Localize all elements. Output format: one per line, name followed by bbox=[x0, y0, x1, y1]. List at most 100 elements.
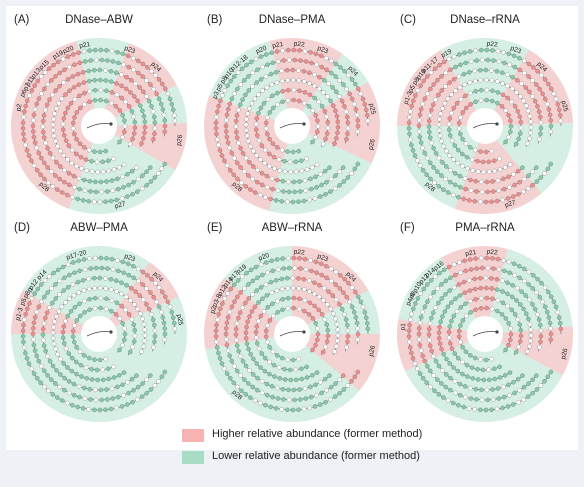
tree-node bbox=[484, 295, 490, 301]
tree-node bbox=[530, 182, 535, 188]
tree-node bbox=[478, 357, 483, 362]
tree-node bbox=[276, 365, 282, 370]
tree-node bbox=[274, 277, 279, 283]
tree-node bbox=[448, 387, 453, 393]
tree-node bbox=[53, 88, 59, 93]
tree-node bbox=[297, 256, 302, 261]
tree-node bbox=[256, 300, 261, 305]
tree-node bbox=[126, 312, 132, 317]
tree-node bbox=[54, 314, 59, 319]
tree-node bbox=[130, 344, 135, 350]
tree-node bbox=[172, 326, 178, 332]
tree-node bbox=[422, 304, 428, 310]
tree-node bbox=[491, 266, 496, 271]
tree-node bbox=[468, 177, 473, 183]
tree-node bbox=[483, 67, 489, 73]
tree-node bbox=[223, 129, 229, 134]
tree-node bbox=[500, 197, 505, 203]
tree-node bbox=[145, 273, 150, 278]
tree-node bbox=[260, 64, 265, 70]
tree-node bbox=[489, 98, 495, 104]
tree-node bbox=[50, 363, 56, 369]
tree-node bbox=[473, 256, 478, 261]
tree-node bbox=[418, 107, 424, 112]
tree-node bbox=[265, 304, 271, 310]
tree-node bbox=[142, 338, 147, 344]
tree-node bbox=[61, 341, 67, 346]
tree-node bbox=[508, 118, 513, 123]
tree-node bbox=[78, 313, 83, 319]
tree-node bbox=[431, 165, 436, 170]
tree-node bbox=[447, 133, 453, 138]
tree-node bbox=[259, 390, 265, 396]
tree-node bbox=[458, 323, 463, 328]
tree-node bbox=[34, 376, 40, 381]
tree-node bbox=[291, 77, 296, 83]
tree-node bbox=[531, 273, 536, 278]
tree-node bbox=[122, 123, 128, 129]
tree-node bbox=[408, 317, 413, 322]
tree-node bbox=[106, 366, 111, 372]
tree-node bbox=[247, 368, 252, 373]
tree-node bbox=[162, 369, 168, 375]
tree-node bbox=[548, 331, 554, 337]
tree-node bbox=[151, 294, 157, 300]
tree-node bbox=[243, 122, 249, 127]
tree-node bbox=[478, 47, 484, 53]
tree-node bbox=[463, 60, 469, 66]
tree-node bbox=[433, 358, 439, 364]
tree-node bbox=[148, 290, 153, 295]
tree-node bbox=[275, 59, 281, 64]
tree-node bbox=[411, 306, 416, 312]
tree-node bbox=[246, 138, 251, 144]
tree-node bbox=[365, 118, 371, 124]
tree-node bbox=[478, 407, 483, 413]
tree-node bbox=[40, 332, 46, 337]
tree-node bbox=[297, 179, 302, 184]
tree-node bbox=[224, 371, 230, 376]
tree-node bbox=[244, 133, 250, 139]
tree-node bbox=[355, 129, 361, 134]
tree-node bbox=[139, 141, 144, 146]
tree-node bbox=[81, 257, 87, 262]
tree-node bbox=[148, 165, 153, 170]
tree-node bbox=[20, 120, 26, 125]
tree-node bbox=[52, 319, 57, 325]
tree-node bbox=[456, 328, 462, 334]
tree-node bbox=[251, 164, 256, 169]
tree-node bbox=[291, 387, 297, 393]
tree-node bbox=[110, 59, 116, 64]
tree-node bbox=[98, 255, 104, 261]
tree-node bbox=[308, 176, 313, 182]
tree-node bbox=[324, 339, 330, 344]
tree-node bbox=[284, 275, 290, 281]
sector-higher bbox=[397, 49, 485, 126]
tree-node bbox=[460, 344, 465, 350]
tree-node bbox=[315, 118, 320, 123]
tree-node bbox=[148, 82, 153, 87]
tree-node bbox=[280, 256, 285, 261]
tree-node bbox=[280, 178, 286, 184]
tree-node bbox=[255, 387, 260, 393]
root-node bbox=[302, 122, 306, 126]
tree-node bbox=[263, 126, 269, 131]
tree-node bbox=[431, 373, 436, 378]
tree-node bbox=[475, 377, 481, 382]
tree-node bbox=[271, 154, 277, 160]
tree-node bbox=[140, 282, 145, 287]
tree-node bbox=[418, 291, 423, 296]
tree-node bbox=[512, 312, 518, 317]
tree-node bbox=[420, 376, 426, 381]
tree-node bbox=[489, 68, 494, 73]
tree-node bbox=[516, 399, 521, 405]
tree-node bbox=[451, 105, 457, 111]
tree-node bbox=[288, 169, 293, 175]
tree-node bbox=[516, 344, 521, 350]
tree-node bbox=[538, 114, 543, 120]
clade-label: p22 bbox=[293, 41, 305, 49]
tree-node bbox=[353, 81, 358, 87]
tree-node bbox=[448, 179, 453, 185]
tree-node bbox=[489, 407, 494, 412]
tree-node bbox=[332, 186, 338, 191]
